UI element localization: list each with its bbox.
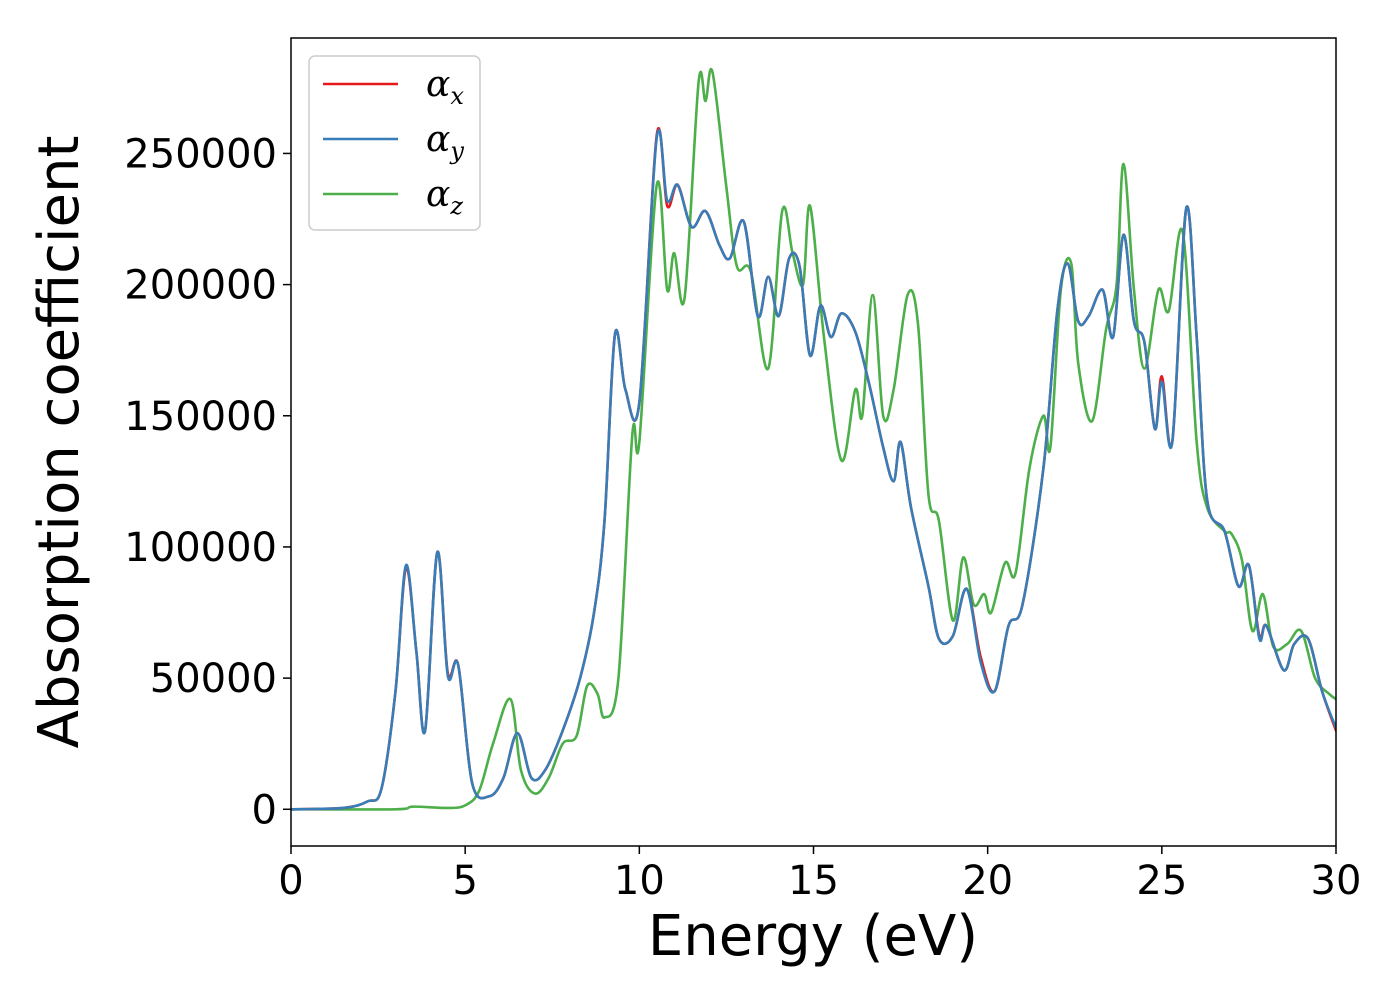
y-axis-label: Absorption coefficient	[27, 136, 92, 749]
x-tick-label: 15	[788, 858, 839, 904]
series-line-alpha-y	[291, 128, 1336, 811]
y-axis-ticks: 0 50000 100000 150000 200000 250000	[124, 131, 291, 833]
legend-box	[308, 55, 481, 231]
series-line-alpha-z	[291, 67, 1336, 811]
x-tick-label: 0	[278, 858, 303, 904]
y-tick-label: 200000	[124, 263, 277, 309]
legend: αx αy αz	[308, 55, 481, 231]
y-tick-label: 250000	[124, 131, 277, 177]
legend-label-alpha-z: αz	[426, 174, 463, 220]
y-tick-label: 100000	[124, 525, 277, 571]
y-tick-label: 150000	[124, 394, 277, 440]
x-axis-label: Energy (eV)	[648, 904, 978, 969]
x-axis-ticks: 0 5 10 15 20 25 30	[278, 846, 1361, 904]
legend-label-alpha-x: αx	[426, 64, 464, 110]
x-tick-label: 20	[962, 858, 1013, 904]
y-tick-label: 0	[252, 787, 277, 833]
y-tick-label: 50000	[150, 656, 277, 702]
x-tick-label: 25	[1136, 858, 1187, 904]
series-layer	[291, 67, 1336, 811]
legend-label-alpha-y: αy	[426, 119, 464, 165]
x-tick-label: 10	[614, 858, 665, 904]
x-tick-label: 5	[452, 858, 477, 904]
x-tick-label: 30	[1311, 858, 1362, 904]
